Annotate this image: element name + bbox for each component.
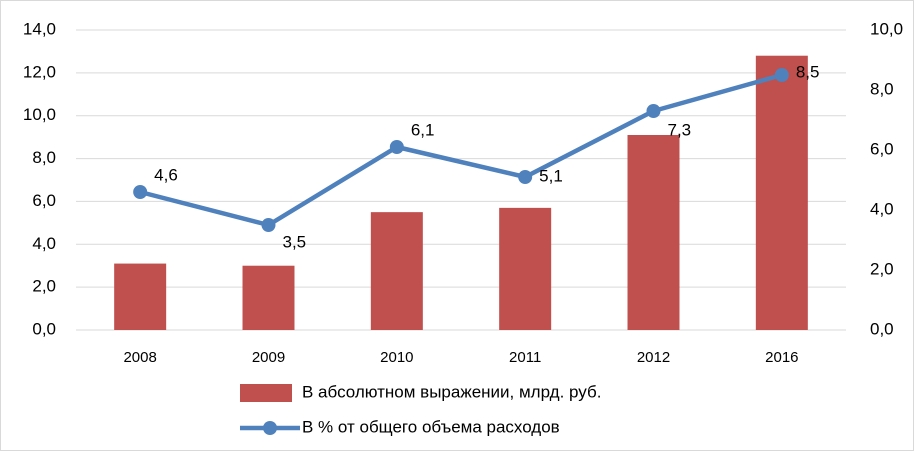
- line: [139, 72, 783, 228]
- y-tick-label: 8,0: [32, 148, 56, 167]
- line-point: [261, 218, 276, 232]
- y-tick-label: 14,0: [23, 19, 56, 38]
- bar: [755, 55, 808, 330]
- y-tick-label: 0,0: [32, 319, 56, 338]
- x-tick-label: 2009: [252, 349, 285, 366]
- legend-label: В абсолютном выражении, млрд. руб.: [302, 382, 601, 401]
- x-tick-label: 2012: [637, 349, 670, 366]
- x-tick-label: 2011: [509, 349, 541, 366]
- y2-tick-label: 6,0: [870, 139, 894, 158]
- line-point: [646, 104, 661, 118]
- legend-swatch: [263, 421, 277, 435]
- line-point: [774, 68, 789, 82]
- y2-tick-label: 0,0: [870, 319, 894, 338]
- y-tick-label: 6,0: [32, 191, 56, 210]
- line-point: [133, 185, 148, 199]
- y2-tick-label: 10,0: [870, 19, 903, 38]
- bar: [370, 212, 423, 330]
- y2-tick-label: 8,0: [870, 79, 894, 98]
- data-label: 4,6: [154, 165, 178, 184]
- y-tick-label: 4,0: [32, 234, 56, 253]
- bar: [242, 265, 295, 330]
- line-point: [389, 140, 404, 154]
- data-label: 7,3: [668, 120, 692, 139]
- data-label: 6,1: [411, 120, 435, 139]
- legend-label: В % от общего объема расходов: [302, 417, 560, 436]
- x-tick-label: 2008: [123, 349, 156, 366]
- legend-swatch: [240, 384, 292, 402]
- data-label: 3,5: [283, 232, 307, 251]
- data-label: 8,5: [796, 62, 820, 81]
- y-tick-label: 2,0: [32, 277, 56, 296]
- y-tick-label: 10,0: [23, 105, 56, 124]
- y2-tick-label: 4,0: [870, 199, 894, 218]
- bar: [627, 135, 680, 330]
- y2-tick-label: 2,0: [870, 259, 894, 278]
- bar: [499, 207, 552, 330]
- line-point: [518, 170, 533, 184]
- y-tick-label: 12,0: [23, 62, 56, 81]
- x-tick-label: 2016: [765, 349, 798, 366]
- data-label: 5,1: [539, 166, 563, 185]
- bar: [114, 263, 167, 330]
- x-tick-label: 2010: [380, 349, 413, 366]
